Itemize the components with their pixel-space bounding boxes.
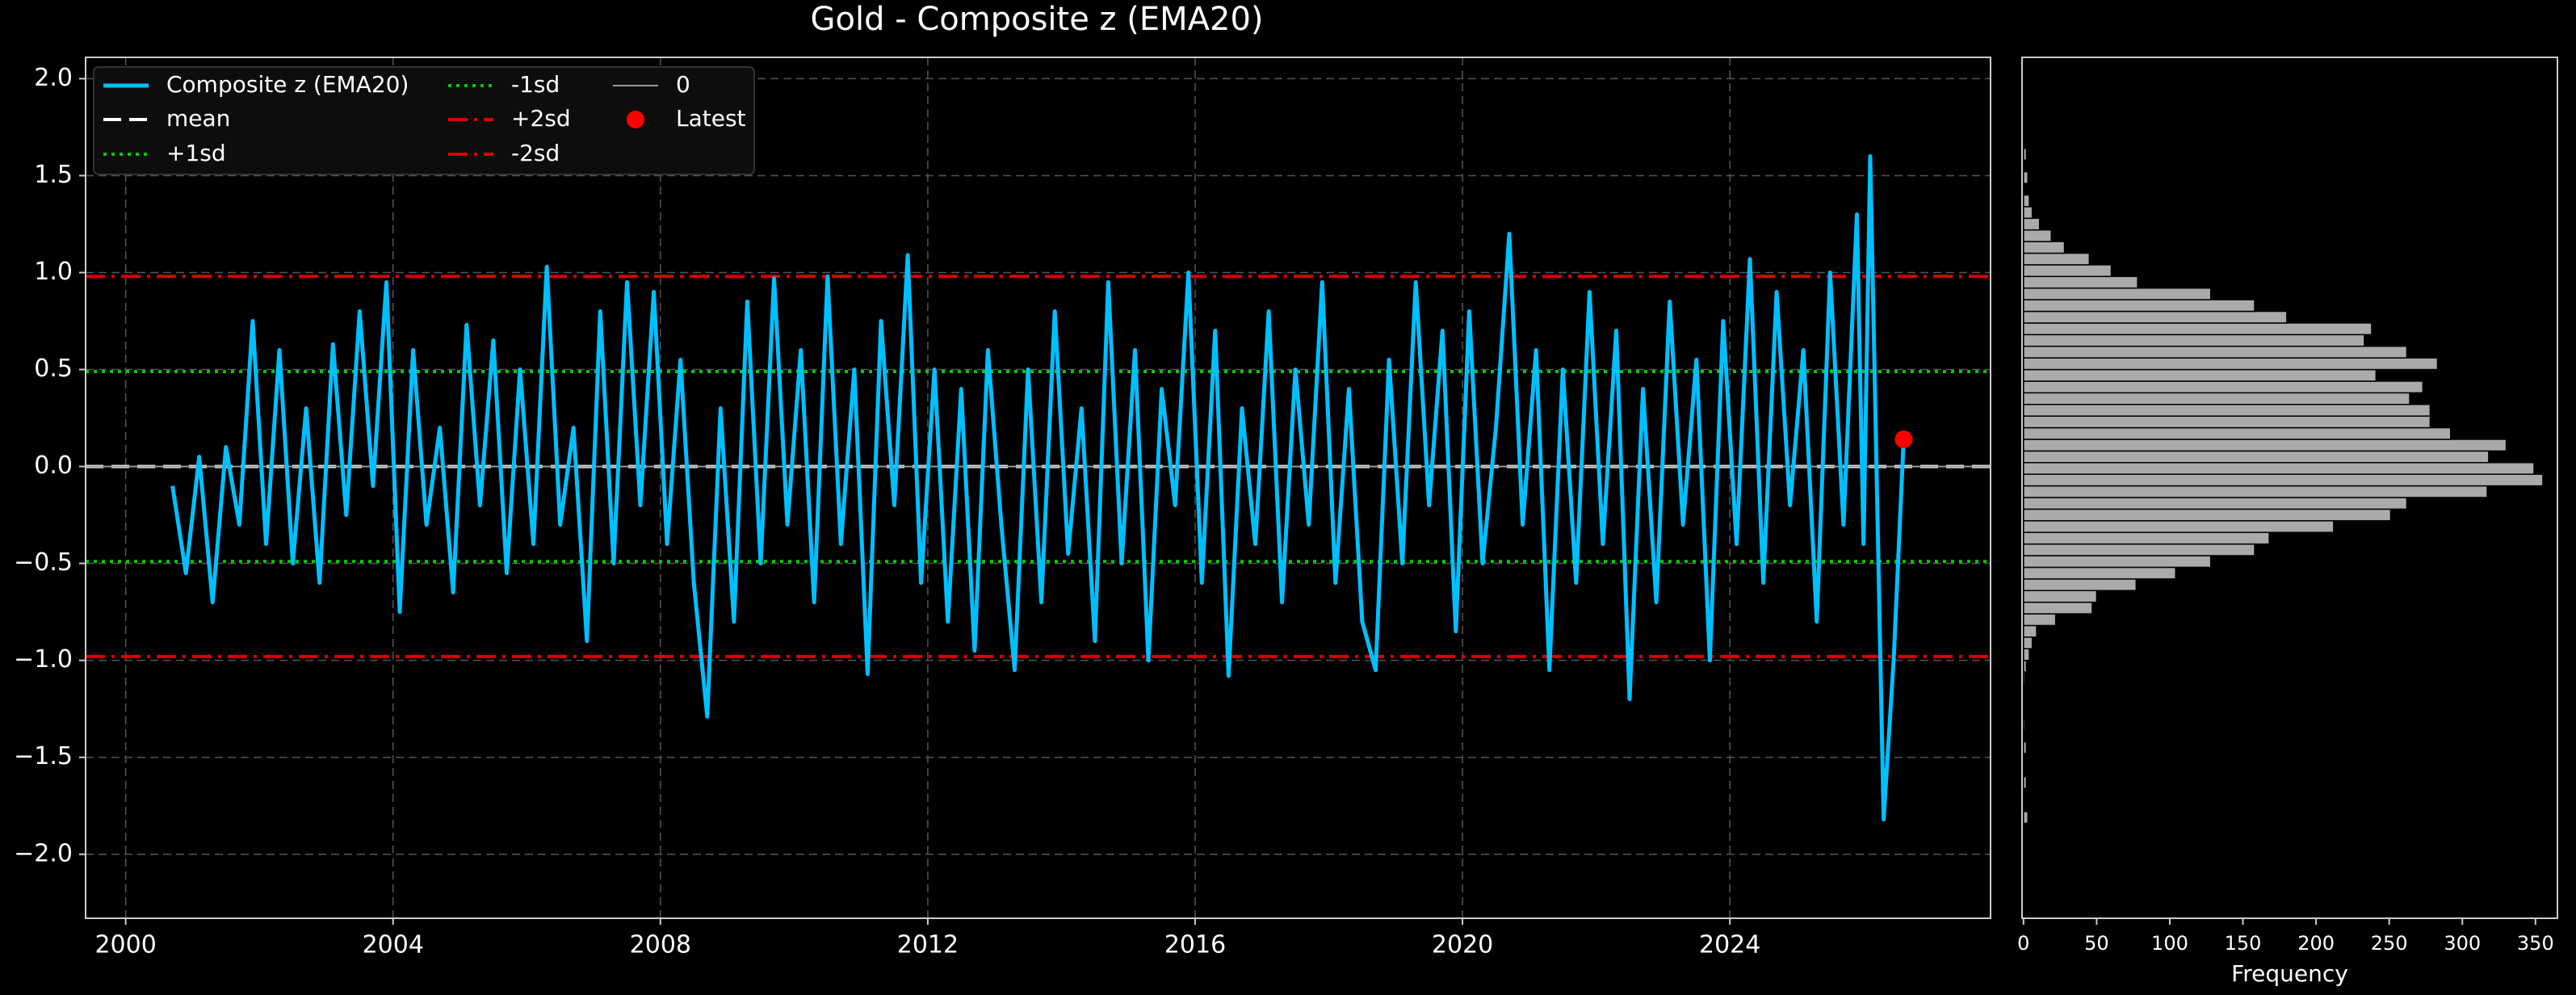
- histogram-bar: [2023, 252, 2091, 266]
- histogram-bar: [2023, 613, 2057, 627]
- histogram-bar: [2023, 717, 2026, 731]
- histogram-bar: [2023, 368, 2377, 382]
- histogram-bar: [2023, 345, 2408, 359]
- histogram-bar: [2023, 601, 2093, 615]
- axes-frame: [85, 57, 1991, 919]
- latest-point: [1894, 430, 1913, 448]
- x-tick-label: 350: [2517, 932, 2554, 955]
- histogram-bar: [2023, 811, 2028, 825]
- histogram-bar: [2023, 648, 2030, 661]
- histogram-bar: [2023, 287, 2212, 300]
- x-tick-label: 2020: [1432, 931, 1493, 959]
- histogram-bar: [2023, 275, 2138, 289]
- x-tick-label: 150: [2225, 932, 2262, 955]
- x-tick-label: 2000: [94, 931, 156, 959]
- legend-label: 0: [676, 71, 690, 98]
- legend-label: -1sd: [511, 71, 560, 98]
- histogram-bar: [2023, 485, 2488, 498]
- y-tick-label: 1.0: [34, 258, 73, 286]
- histogram-bar: [2023, 264, 2112, 278]
- histogram-bar: [2023, 659, 2028, 673]
- histogram-bar: [2023, 508, 2392, 522]
- histogram-bar: [2023, 636, 2033, 650]
- histogram-bar: [2023, 392, 2410, 405]
- x-tick-label: 300: [2444, 932, 2481, 955]
- legend: Composite z (EMA20) mean +1sd -1sd +2sd -2sd 0…: [93, 66, 755, 175]
- x-tick-label: 250: [2371, 932, 2408, 955]
- legend-label: +2sd: [511, 105, 571, 132]
- histogram-bar: [2023, 322, 2373, 336]
- histogram-bar: [2023, 555, 2212, 569]
- legend-box: [93, 66, 755, 175]
- x-tick-label: 2008: [630, 931, 691, 959]
- histogram-bar: [2023, 578, 2138, 591]
- histogram-bar: [2023, 566, 2176, 580]
- histogram-bar: [2023, 450, 2490, 464]
- histogram-bar: [2023, 217, 2041, 231]
- histogram-bar: [2023, 415, 2431, 429]
- x-axis-label: Frequency: [2231, 960, 2348, 987]
- y-tick-label: 2.0: [34, 64, 73, 92]
- histogram-bar: [2023, 497, 2408, 510]
- histogram-bar: [2023, 334, 2365, 347]
- x-tick-label: 2012: [897, 931, 959, 959]
- histogram-bar: [2023, 462, 2535, 475]
- histogram-bar: [2023, 194, 2030, 208]
- chart-title: Gold - Composite z (EMA20): [811, 1, 1264, 38]
- histogram-bar: [2023, 426, 2452, 440]
- histogram-bar: [2023, 357, 2439, 371]
- legend-label: Composite z (EMA20): [166, 71, 409, 98]
- histogram-bar: [2023, 380, 2424, 394]
- histogram-bar: [2023, 310, 2288, 324]
- histogram-bar: [2023, 473, 2544, 487]
- x-tick-label: 100: [2151, 932, 2188, 955]
- histogram-bar: [2023, 624, 2037, 638]
- histogram-bar: [2023, 170, 2028, 184]
- y-tick-label: −2.0: [14, 839, 73, 867]
- histogram-bar: [2023, 206, 2033, 220]
- x-tick-label: 50: [2084, 932, 2109, 955]
- legend-label: Latest: [676, 105, 746, 132]
- x-tick-label: 200: [2297, 932, 2335, 955]
- legend-swatch: [627, 111, 644, 128]
- histogram-bar: [2023, 299, 2255, 313]
- y-tick-label: 0.5: [34, 355, 73, 383]
- axes-frame: [2021, 57, 2558, 919]
- x-tick-label: 0: [2017, 932, 2029, 955]
- histogram-bar: [2023, 671, 2026, 685]
- histogram-bar: [2023, 741, 2028, 754]
- histogram-bar: [2023, 148, 2028, 161]
- histogram-bar: [2023, 531, 2270, 545]
- y-tick-label: 0.0: [34, 451, 73, 480]
- histogram-bar: [2023, 439, 2507, 452]
- legend-label: mean: [166, 105, 230, 132]
- histogram-bar: [2023, 775, 2028, 789]
- legend-label: -2sd: [511, 140, 560, 166]
- y-tick-label: −1.0: [14, 645, 73, 674]
- x-tick-label: 2016: [1164, 931, 1226, 959]
- y-tick-label: −1.5: [14, 742, 73, 770]
- histogram-bar: [2023, 229, 2052, 242]
- histogram-bar: [2023, 241, 2066, 254]
- histogram-bar: [2023, 520, 2335, 533]
- histogram-bar: [2023, 404, 2431, 417]
- data-line: [170, 153, 1906, 822]
- x-tick-label: 2004: [363, 931, 424, 959]
- y-tick-label: 1.5: [34, 161, 73, 189]
- y-tick-label: −0.5: [14, 548, 73, 577]
- legend-label: +1sd: [166, 140, 226, 166]
- histogram-bar: [2023, 590, 2098, 603]
- histogram-bar: [2023, 543, 2255, 556]
- x-tick-label: 2024: [1699, 931, 1760, 959]
